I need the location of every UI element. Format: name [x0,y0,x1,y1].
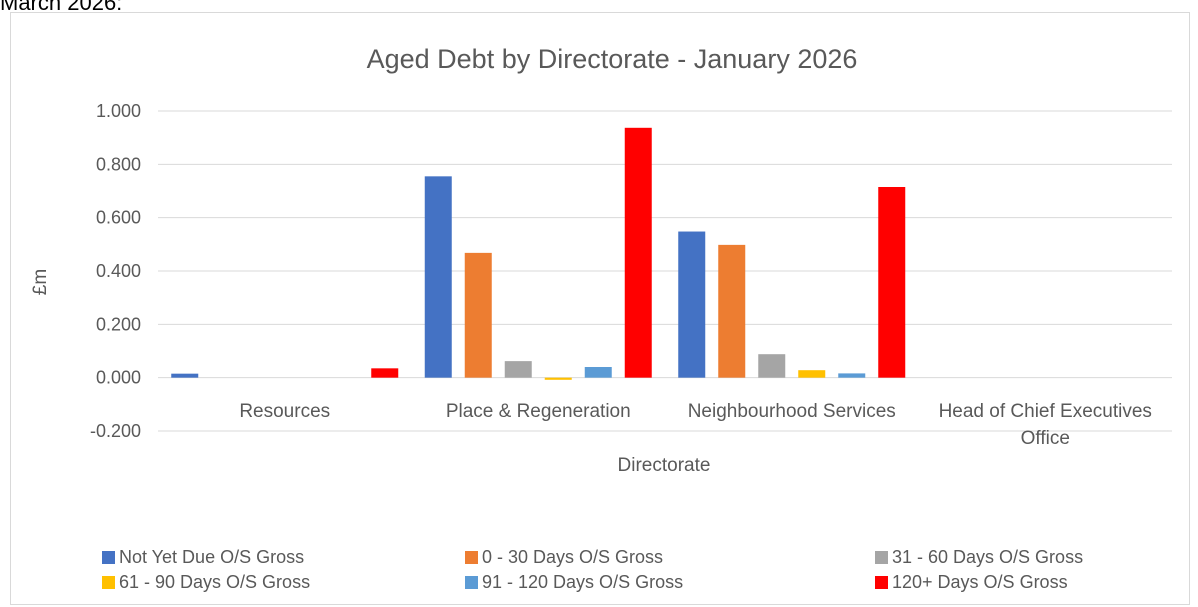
bar [424,176,452,378]
bar [464,252,492,378]
x-tick-label: Place & Regeneration [446,401,631,422]
legend-swatch [465,576,478,589]
legend-swatch [875,576,888,589]
legend-label: 61 - 90 Days O/S Gross [119,572,310,592]
bar [678,231,706,378]
bar [758,354,786,378]
bar [371,368,399,378]
legend-swatch [465,551,478,564]
x-tick-label: Neighbourhood Services [688,401,896,422]
legend-label: Not Yet Due O/S Gross [119,547,304,567]
bar [718,244,746,378]
bar [798,370,826,378]
x-tick-label: Resources [239,401,330,422]
legend-label: 91 - 120 Days O/S Gross [482,572,683,592]
y-tick-label: 1.000 [96,101,141,121]
y-tick-label: 0.400 [96,261,141,281]
y-tick-label: 0.200 [96,314,141,334]
bar [624,127,652,378]
y-tick-label: 0.600 [96,208,141,228]
y-tick-label: 0.000 [96,368,141,388]
x-tick-label: Head of Chief Executives Office [939,401,1152,449]
legend-swatch [875,551,888,564]
y-tick-label: -0.200 [90,421,141,441]
page-top-text: March 2026: [0,0,123,15]
bar [878,187,906,378]
chart-frame [10,12,1190,605]
legend: Not Yet Due O/S Gross 0 - 30 Days O/S Gro… [102,547,1083,592]
legend-label: 0 - 30 Days O/S Gross [482,547,663,567]
bar [171,373,199,378]
y-axis-label: £m [30,269,51,295]
chart-title: Aged Debt by Directorate - January 2026 [367,44,858,74]
legend-label: 120+ Days O/S Gross [892,572,1068,592]
bar [838,373,866,378]
y-tick-label: 0.800 [96,154,141,174]
legend-label: 31 - 60 Days O/S Gross [892,547,1083,567]
legend-swatch [102,551,115,564]
legend-swatch [102,576,115,589]
bar [544,377,572,380]
x-axis-label: Directorate [618,455,711,476]
bar [584,367,612,378]
bar [504,361,532,378]
